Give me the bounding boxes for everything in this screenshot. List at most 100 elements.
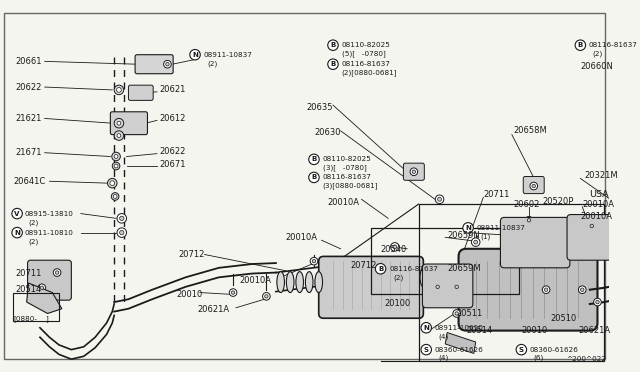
Text: (2): (2) [207,60,218,67]
Circle shape [579,286,586,294]
Text: B: B [330,42,335,48]
Circle shape [117,121,121,125]
Circle shape [412,170,415,173]
Text: 08360-61626: 08360-61626 [435,347,484,353]
FancyBboxPatch shape [500,217,570,268]
Circle shape [527,218,531,222]
Text: 08116-81637: 08116-81637 [589,42,638,48]
Text: 20010: 20010 [176,290,202,299]
Text: 20621A: 20621A [197,305,229,314]
Text: 08911-10837: 08911-10837 [477,225,525,231]
Circle shape [472,238,480,246]
Text: (3)[0880-0681]: (3)[0880-0681] [323,183,378,189]
Circle shape [190,49,200,60]
Text: N: N [14,230,20,235]
Ellipse shape [420,268,427,287]
Circle shape [594,298,602,306]
Ellipse shape [439,268,445,287]
Circle shape [117,134,121,138]
Circle shape [112,152,120,161]
Circle shape [566,233,575,242]
Circle shape [262,292,270,300]
Text: 20010: 20010 [522,326,548,335]
Text: 20621: 20621 [160,86,186,94]
Circle shape [117,214,127,223]
Text: 20540: 20540 [381,245,407,254]
Text: 20658M: 20658M [514,126,547,135]
Circle shape [453,283,460,291]
Text: 20622: 20622 [15,83,42,92]
Text: 20511: 20511 [457,309,483,318]
Text: ]: ] [45,315,49,322]
Circle shape [114,118,124,128]
Text: 20010A: 20010A [285,233,317,242]
Text: 20711: 20711 [15,269,42,278]
Circle shape [310,257,318,265]
Text: 20641C: 20641C [13,177,45,186]
Circle shape [56,271,59,274]
Circle shape [530,182,538,190]
Text: 08360-61626: 08360-61626 [530,347,579,353]
Circle shape [111,193,119,200]
Polygon shape [27,283,62,314]
Text: N: N [465,225,471,231]
Text: 20510: 20510 [550,314,576,323]
Circle shape [114,131,124,140]
Circle shape [421,323,431,333]
Circle shape [308,172,319,183]
Text: 20010A: 20010A [580,212,612,221]
Text: (2): (2) [29,220,39,226]
Circle shape [590,224,593,228]
Text: 08911-10610: 08911-10610 [435,325,484,331]
Ellipse shape [286,272,294,292]
Circle shape [463,222,474,233]
Circle shape [38,284,45,292]
Circle shape [569,235,573,239]
Text: 20010A: 20010A [240,276,272,285]
Circle shape [545,288,548,291]
Text: ^200^022: ^200^022 [566,356,606,362]
Text: B: B [578,42,583,48]
FancyBboxPatch shape [459,249,598,331]
Circle shape [116,87,122,92]
FancyBboxPatch shape [129,85,153,100]
Circle shape [393,245,397,249]
Text: 20671: 20671 [160,160,186,169]
Circle shape [164,60,172,68]
Text: 08915-13810: 08915-13810 [25,211,74,217]
Circle shape [114,164,118,168]
Text: 08110-82025: 08110-82025 [323,156,371,162]
Text: 20711: 20711 [483,190,509,199]
Text: 08116-81637: 08116-81637 [323,174,371,180]
Text: 20712: 20712 [179,250,205,259]
Text: 20661: 20661 [15,57,42,66]
Text: S: S [519,347,524,353]
Text: (2)[0880-0681]: (2)[0880-0681] [342,70,397,76]
Polygon shape [445,333,476,353]
Text: 20659N: 20659N [447,231,480,240]
FancyBboxPatch shape [110,112,147,135]
Text: 20602: 20602 [514,199,540,209]
Circle shape [434,283,442,291]
FancyBboxPatch shape [135,55,173,74]
Text: (2): (2) [29,239,39,246]
Text: 20635: 20635 [307,103,333,112]
FancyBboxPatch shape [319,256,424,318]
Circle shape [53,269,61,276]
Circle shape [516,344,527,355]
FancyBboxPatch shape [524,176,544,193]
Circle shape [596,300,599,304]
Ellipse shape [305,272,313,292]
FancyBboxPatch shape [422,264,473,308]
Circle shape [438,198,442,201]
Circle shape [474,240,477,244]
Circle shape [436,285,439,289]
Text: 08911-10837: 08911-10837 [204,52,252,58]
Ellipse shape [315,272,323,292]
Circle shape [532,184,536,188]
Circle shape [265,295,268,298]
Circle shape [40,286,44,289]
Circle shape [542,286,550,294]
FancyBboxPatch shape [403,163,424,180]
Text: (2): (2) [593,51,603,57]
